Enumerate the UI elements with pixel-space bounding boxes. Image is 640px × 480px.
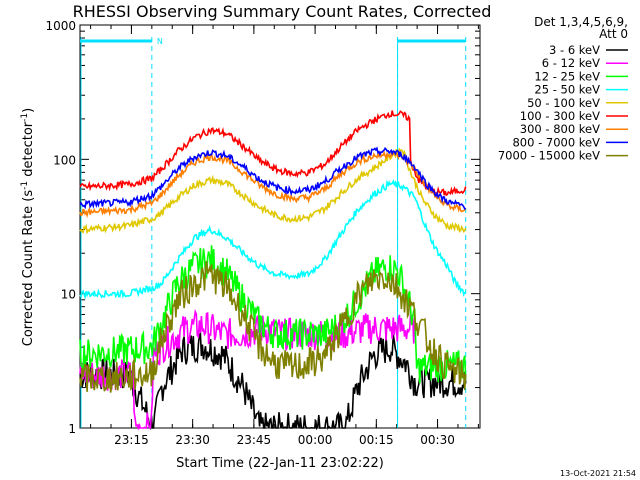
y-tick-label: 1 bbox=[68, 422, 76, 436]
x-tick-label: 23:45 bbox=[237, 433, 272, 447]
x-tick-labels: 23:15 23:30 23:45 00:00 00:15 00:30 bbox=[114, 433, 455, 447]
legend-label-7: 300 - 800 keV bbox=[520, 122, 600, 136]
legend-label-8: 800 - 7000 keV bbox=[512, 135, 600, 149]
series-line-6 bbox=[79, 110, 467, 197]
series-line-2 bbox=[79, 308, 416, 431]
y-axis-label-end: ) bbox=[21, 108, 36, 113]
legend-label-6: 100 - 300 keV bbox=[520, 109, 600, 123]
legend-label-1: 3 - 6 keV bbox=[549, 43, 600, 57]
x-tick-label: 23:15 bbox=[114, 433, 149, 447]
series-line-3 bbox=[79, 245, 467, 384]
plot-area: N bbox=[79, 24, 481, 431]
y-tick-label: 10 bbox=[61, 288, 76, 302]
legend-header-line2: Att 0 bbox=[599, 27, 628, 41]
x-tick-label: 00:30 bbox=[420, 433, 455, 447]
footer-timestamp: 13-Oct-2021 21:54 bbox=[560, 469, 636, 478]
series-line-9 bbox=[79, 260, 467, 393]
y-tick-label: 1000 bbox=[45, 19, 76, 33]
attenuator-marker: N bbox=[157, 37, 163, 46]
legend-label-2: 6 - 12 keV bbox=[542, 56, 600, 70]
y-axis-label: Corrected Count Rate (s-1 detector-1) bbox=[20, 108, 36, 346]
legend-label-3: 12 - 25 keV bbox=[534, 69, 600, 83]
x-axis-label: Start Time (22-Jan-11 23:02:22) bbox=[176, 456, 384, 471]
y-axis-label-exp2: -1 bbox=[20, 113, 30, 122]
x-tick-label: 00:00 bbox=[298, 433, 333, 447]
legend-label-9: 7000 - 15000 keV bbox=[498, 149, 600, 163]
series-line-5 bbox=[79, 147, 467, 235]
y-axis-label-exp1: -1 bbox=[20, 181, 30, 190]
legend-header-line1: Det 1,3,4,5,6,9, bbox=[534, 15, 628, 29]
series-line-8 bbox=[79, 146, 467, 211]
series-line-1 bbox=[79, 332, 467, 431]
y-axis-label-mid: detector bbox=[21, 121, 36, 181]
series-lines bbox=[79, 110, 467, 431]
series-line-4 bbox=[79, 179, 466, 300]
x-tick-label: 00:15 bbox=[359, 433, 394, 447]
y-tick-labels: 1 10 100 1000 bbox=[45, 19, 76, 436]
x-tick-label: 23:30 bbox=[175, 433, 210, 447]
plot-frame bbox=[79, 24, 481, 429]
legend-label-4: 25 - 50 keV bbox=[534, 83, 600, 97]
y-axis-label-main: Corrected Count Rate (s bbox=[21, 190, 36, 347]
axis-ticks bbox=[80, 24, 480, 429]
y-tick-label: 100 bbox=[53, 153, 76, 167]
legend-label-5: 50 - 100 keV bbox=[527, 96, 600, 110]
chart-title: RHESSI Observing Summary Count Rates, Co… bbox=[73, 2, 492, 21]
